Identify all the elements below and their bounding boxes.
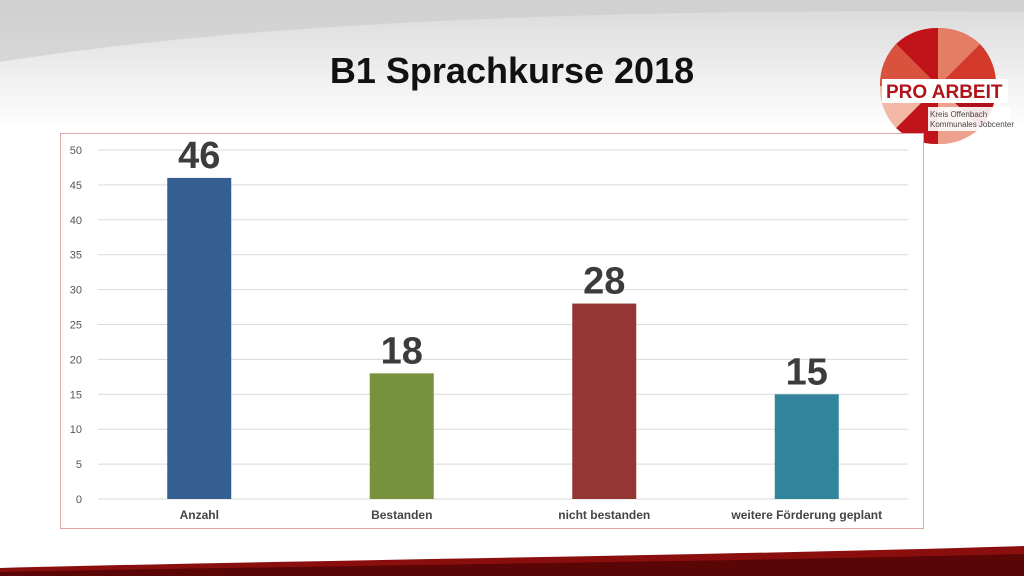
y-tick-label: 50 bbox=[70, 145, 82, 157]
x-category-label: Bestanden bbox=[371, 508, 432, 522]
y-tick-label: 30 bbox=[70, 285, 82, 297]
y-tick-label: 10 bbox=[70, 424, 82, 436]
y-tick-label: 25 bbox=[70, 320, 82, 332]
y-tick-label: 5 bbox=[76, 459, 82, 471]
bar bbox=[774, 394, 839, 499]
y-tick-label: 20 bbox=[70, 354, 82, 366]
logo-name: PRO ARBEIT bbox=[886, 82, 1003, 103]
x-category-label: weitere Förderung geplant bbox=[730, 508, 882, 522]
pro-arbeit-logo: PRO ARBEIT Kreis Offenbach Kommunales Jo… bbox=[879, 27, 1014, 145]
logo-subtitle-2: Kommunales Jobcenter bbox=[930, 120, 1014, 129]
y-tick-label: 15 bbox=[70, 389, 82, 401]
data-label: 18 bbox=[381, 330, 423, 372]
y-tick-label: 45 bbox=[70, 180, 82, 192]
bar bbox=[167, 177, 232, 500]
logo-subtitle-1: Kreis Offenbach bbox=[930, 110, 987, 119]
data-label: 28 bbox=[583, 261, 625, 303]
bar-chart: 0 5 10 15 20 25 30 35 40 45 50 46 Anzahl 18 Bestanden 2… bbox=[70, 135, 908, 522]
y-tick-label: 40 bbox=[70, 215, 82, 227]
y-tick-label: 35 bbox=[70, 250, 82, 262]
bar bbox=[369, 373, 434, 499]
y-tick-label: 0 bbox=[76, 494, 82, 506]
slide-title: B1 Sprachkurse 2018 bbox=[329, 50, 695, 91]
x-category-label: nicht bestanden bbox=[558, 508, 650, 522]
bar bbox=[572, 303, 637, 499]
x-category-label: Anzahl bbox=[180, 508, 219, 522]
data-label: 15 bbox=[786, 351, 828, 393]
data-label: 46 bbox=[178, 135, 220, 177]
